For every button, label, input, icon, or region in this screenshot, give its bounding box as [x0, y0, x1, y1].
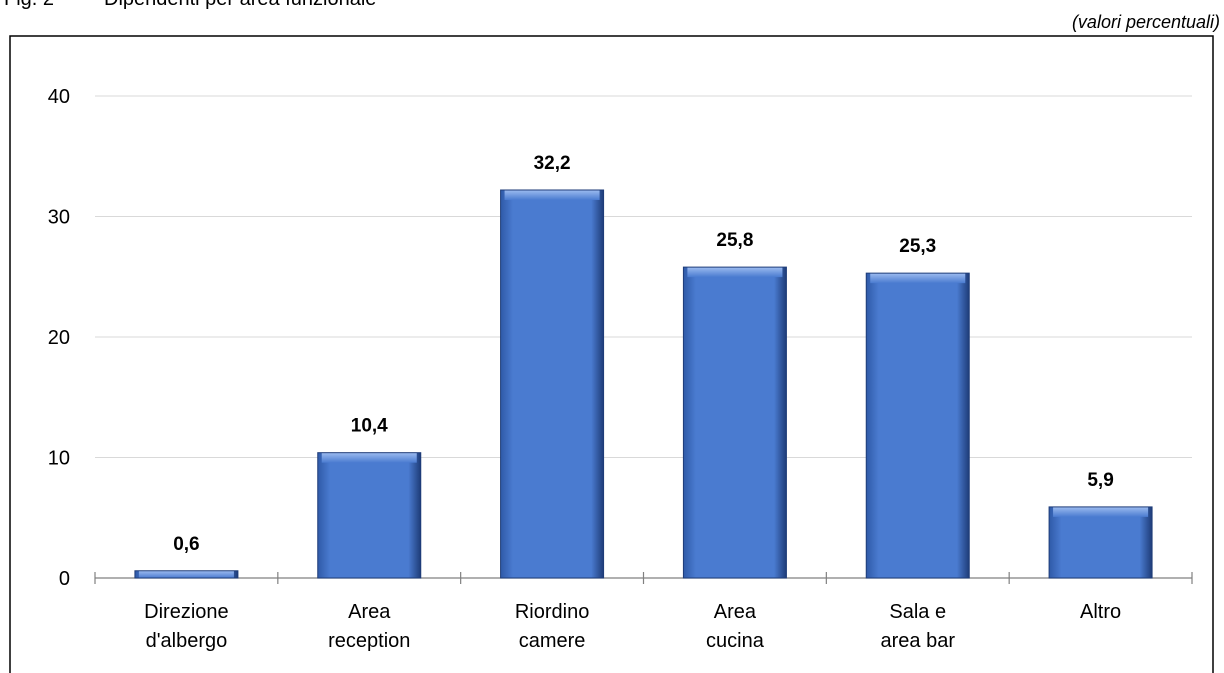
chart-frame [9, 35, 1214, 673]
y-tick-label: 20 [48, 327, 70, 349]
x-tick-label: Sala e area bar [881, 601, 956, 652]
bar-top-bevel [504, 189, 600, 200]
bar-body [317, 452, 421, 578]
bar [317, 452, 422, 579]
figure-title: Dipendenti per area funzionale [104, 0, 376, 10]
data-label: 25,8 [716, 230, 753, 251]
data-label: 5,9 [1087, 470, 1113, 491]
bar [1048, 506, 1153, 579]
data-label: 10,4 [351, 416, 388, 437]
bar [682, 266, 787, 579]
y-tick-label: 30 [48, 207, 70, 229]
bar-top-bevel [1053, 506, 1149, 517]
bar-body [683, 267, 787, 578]
bar [500, 189, 605, 579]
bar-outline [134, 570, 239, 579]
x-tick-label: Altro [1080, 601, 1121, 623]
units-note: (valori percentuali) [1071, 12, 1220, 32]
bar [134, 570, 239, 579]
data-label: 25,3 [899, 236, 936, 257]
x-tick-label: Direzione d'albergo [144, 601, 228, 652]
bar-outline [865, 272, 970, 579]
y-tick-label: 40 [48, 86, 70, 108]
bar-body [500, 189, 604, 579]
bar [865, 272, 970, 579]
bar-outline [317, 452, 422, 579]
data-label: 32,2 [534, 153, 571, 174]
bar-top-bevel [321, 452, 417, 463]
figure-caption: Fig. 2Dipendenti per area funzionale [4, 0, 376, 11]
bar-top-bevel [870, 273, 966, 284]
bar-outline [682, 266, 787, 579]
bar-top-bevel [687, 267, 783, 278]
bar-outline [1048, 506, 1153, 579]
bar-body [1049, 506, 1153, 578]
x-tick-label: Area cucina [706, 601, 765, 652]
bar-outline [500, 189, 605, 579]
figure-number: Fig. 2 [4, 0, 104, 11]
x-tick-label: Riordino camere [515, 601, 589, 652]
y-tick-label: 10 [48, 448, 70, 470]
y-tick-label: 0 [59, 568, 70, 590]
bar-body [866, 273, 970, 578]
bar-top-bevel [138, 570, 234, 578]
data-label: 0,6 [173, 534, 199, 555]
x-tick-label: Area reception [328, 601, 410, 652]
